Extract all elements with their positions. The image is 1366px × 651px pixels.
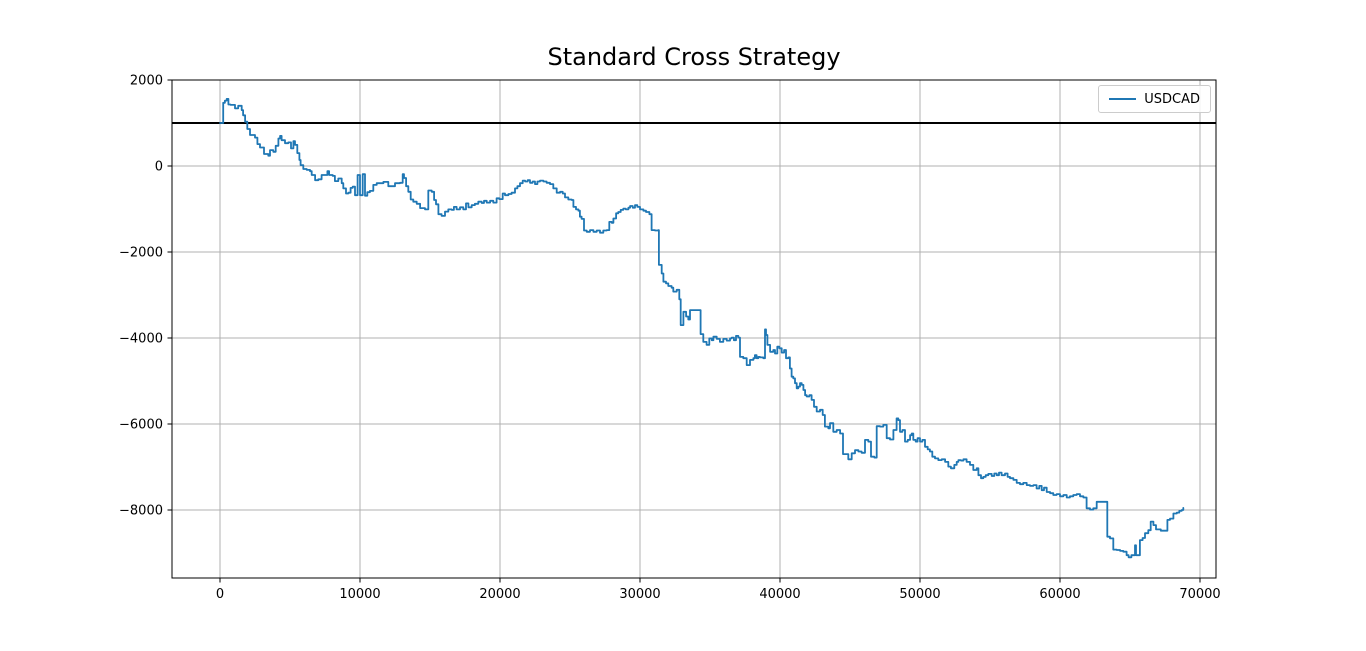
svg-text:70000: 70000 xyxy=(1179,587,1220,602)
legend: USDCAD xyxy=(1098,85,1211,113)
svg-text:20000: 20000 xyxy=(479,587,520,602)
legend-label-usdcad: USDCAD xyxy=(1144,91,1200,107)
svg-text:40000: 40000 xyxy=(759,587,800,602)
svg-text:0: 0 xyxy=(216,587,224,602)
svg-text:2000: 2000 xyxy=(130,74,163,89)
svg-text:30000: 30000 xyxy=(619,587,660,602)
svg-text:−4000: −4000 xyxy=(119,332,163,347)
svg-text:60000: 60000 xyxy=(1039,587,1080,602)
svg-text:50000: 50000 xyxy=(899,587,940,602)
series-line-usdcad xyxy=(219,98,1185,559)
legend-line-icon xyxy=(1109,98,1137,100)
svg-text:0: 0 xyxy=(155,160,163,175)
svg-text:10000: 10000 xyxy=(339,587,380,602)
svg-text:−6000: −6000 xyxy=(119,418,163,433)
axes-frame xyxy=(171,79,1217,579)
x-axis-ticks: 0 10000 20000 30000 40000 50000 60000 70000 xyxy=(216,578,1221,602)
grid xyxy=(172,79,1216,578)
y-axis-ticks: 2000 0 −2000 −4000 −6000 −8000 xyxy=(119,74,172,519)
svg-text:−2000: −2000 xyxy=(119,246,163,261)
chart-title: Standard Cross Strategy xyxy=(547,43,841,71)
svg-text:−8000: −8000 xyxy=(119,504,163,519)
